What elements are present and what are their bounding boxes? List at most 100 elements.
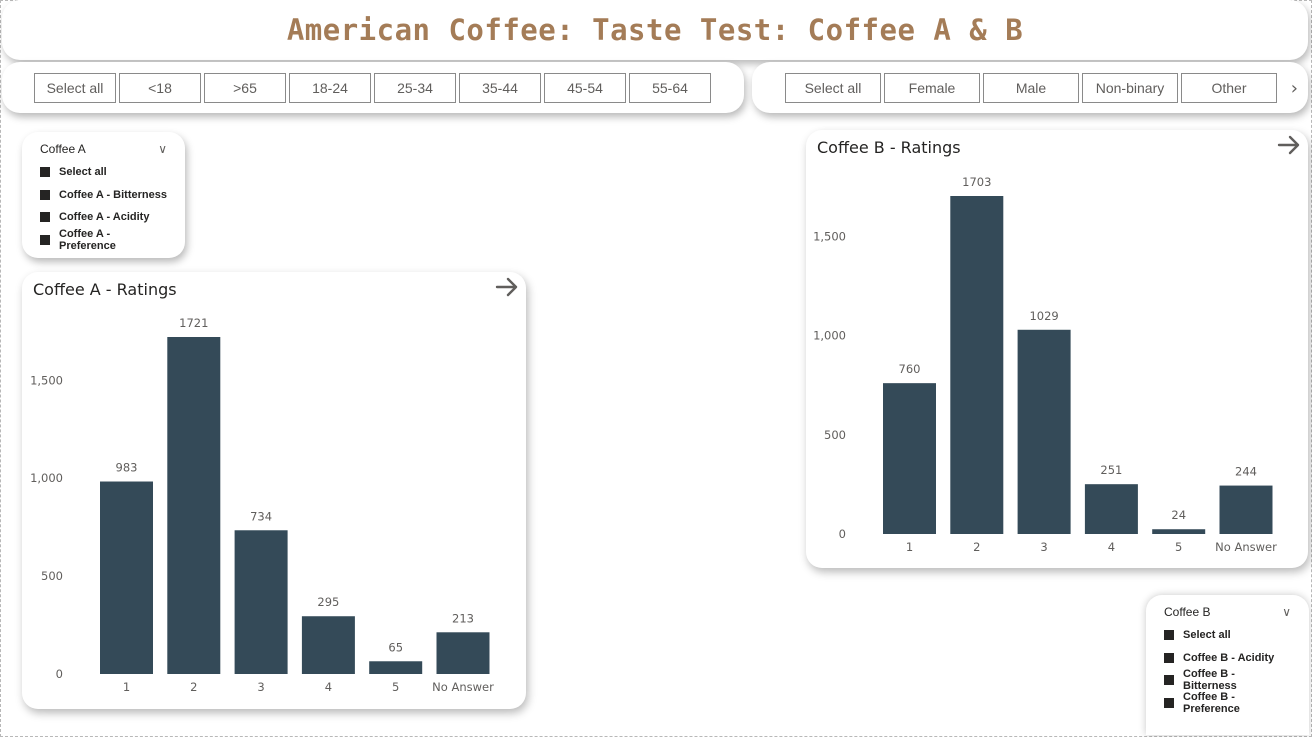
gender-option-female[interactable]: Female	[884, 73, 980, 103]
coffee-b-filter: Coffee B ∨ Select all Coffee B - Acidity…	[1146, 595, 1309, 735]
y-tick-label: 1,000	[30, 471, 63, 485]
coffee-b-bar-plot: 0 500 1,000 1,500 760 1 1703 2 1029 3 251 4 24 5 244 No…	[813, 175, 1277, 554]
checkbox-icon[interactable]	[40, 234, 50, 245]
gender-option-male[interactable]: Male	[983, 73, 1079, 103]
coffee-a-ratings-chart: Coffee A - Ratings 0 500 1,000 1,500 983 1 172…	[22, 272, 526, 709]
coffee-a-filter-item[interactable]: Coffee A - Acidity	[40, 206, 167, 229]
coffee-a-filter: Coffee A ∨ Select all Coffee A - Bittern…	[22, 132, 185, 258]
coffee-a-filter-item[interactable]: Coffee A - Bitterness	[40, 184, 167, 207]
age-option-55-64[interactable]: 55-64	[629, 73, 711, 103]
coffee-b-filter-header[interactable]: Coffee B ∨	[1164, 605, 1291, 619]
x-tick-label: 2	[190, 680, 197, 694]
coffee-a-filter-header[interactable]: Coffee A ∨	[40, 142, 167, 156]
data-label: 295	[317, 595, 339, 609]
filter-item-label: Coffee B - Acidity	[1183, 651, 1275, 664]
checkbox-icon[interactable]	[1164, 697, 1174, 708]
y-tick-label: 1,000	[813, 329, 846, 343]
gender-option-other[interactable]: Other	[1181, 73, 1277, 103]
chevron-right-icon[interactable]: ›	[1290, 78, 1298, 99]
title-card: American Coffee: Taste Test: Coffee A & …	[2, 0, 1308, 60]
age-option-45-54[interactable]: 45-54	[544, 73, 626, 103]
data-label: 24	[1171, 508, 1186, 522]
page-title: American Coffee: Taste Test: Coffee A & …	[286, 13, 1024, 47]
y-tick-label: 500	[41, 569, 63, 583]
age-option-over-65[interactable]: >65	[204, 73, 286, 103]
bar	[301, 616, 355, 674]
bar	[167, 337, 221, 674]
coffee-b-filter-item[interactable]: Coffee B - Preference	[1164, 690, 1291, 715]
gender-slicer: Select all Female Male Non-binary Other …	[752, 62, 1308, 113]
gender-option-select-all[interactable]: Select all	[785, 73, 881, 103]
coffee-a-filter-title: Coffee A	[40, 142, 86, 156]
x-tick-label: 5	[392, 680, 399, 694]
data-label: 760	[899, 362, 921, 376]
chart-title: Coffee B - Ratings	[817, 138, 961, 157]
age-option-35-44[interactable]: 35-44	[459, 73, 541, 103]
checkbox-icon[interactable]	[40, 189, 50, 200]
x-tick-label: No Answer	[1215, 540, 1277, 554]
coffee-b-filter-title: Coffee B	[1164, 605, 1211, 619]
bar	[1017, 329, 1071, 534]
y-tick-label: 1,500	[813, 229, 846, 243]
bar	[950, 196, 1004, 534]
checkbox-icon[interactable]	[40, 167, 50, 178]
x-tick-label: 2	[973, 540, 980, 554]
x-tick-label: 3	[257, 680, 264, 694]
coffee-b-ratings-chart: Coffee B - Ratings 0 500 1,000 1,500 760 1 170…	[806, 130, 1308, 568]
coffee-b-filter-item[interactable]: Select all	[1164, 624, 1291, 647]
y-tick-label: 0	[839, 527, 846, 541]
filter-item-label: Coffee A - Preference	[59, 227, 116, 252]
x-tick-label: 3	[1040, 540, 1047, 554]
coffee-b-filter-item[interactable]: Coffee B - Acidity	[1164, 647, 1291, 670]
data-label: 65	[388, 640, 403, 654]
filter-item-label: Coffee A - Bitterness	[59, 188, 167, 201]
bar	[369, 661, 423, 674]
gender-slicer-row: Select all Female Male Non-binary Other	[785, 73, 1277, 103]
age-option-18-24[interactable]: 18-24	[289, 73, 371, 103]
x-tick-label: 1	[123, 680, 130, 694]
filter-item-label: Coffee A - Acidity	[59, 211, 150, 224]
coffee-a-filter-item[interactable]: Select all	[40, 161, 167, 184]
age-option-select-all[interactable]: Select all	[34, 73, 116, 103]
bar	[234, 530, 288, 674]
data-label: 1721	[179, 316, 208, 330]
data-label: 1703	[962, 175, 991, 189]
bar	[436, 632, 490, 674]
y-tick-label: 1,500	[30, 373, 63, 387]
age-slicer-row: Select all <18 >65 18-24 25-34 35-44 45-…	[34, 73, 711, 103]
x-tick-label: 4	[325, 680, 332, 694]
chevron-down-icon[interactable]: ∨	[158, 142, 167, 156]
arrow-right-icon[interactable]	[1276, 132, 1302, 158]
age-slicer: Select all <18 >65 18-24 25-34 35-44 45-…	[2, 62, 744, 113]
chevron-down-icon[interactable]: ∨	[1282, 605, 1291, 619]
filter-item-label: Coffee B - Preference	[1183, 690, 1240, 715]
x-tick-label: No Answer	[432, 680, 494, 694]
bar	[1084, 484, 1138, 534]
filter-item-label: Coffee B - Bitterness	[1183, 668, 1237, 693]
bar	[1219, 485, 1273, 534]
coffee-b-filter-item[interactable]: Coffee B - Bitterness	[1164, 668, 1291, 693]
data-label: 213	[452, 611, 474, 625]
x-tick-label: 4	[1108, 540, 1115, 554]
x-tick-label: 1	[906, 540, 913, 554]
checkbox-icon[interactable]	[1164, 675, 1174, 686]
checkbox-icon[interactable]	[40, 212, 50, 223]
y-tick-label: 0	[56, 667, 63, 681]
bar	[1152, 529, 1206, 534]
arrow-right-icon[interactable]	[494, 274, 520, 300]
chart-title: Coffee A - Ratings	[33, 280, 177, 299]
bar	[883, 383, 936, 534]
coffee-a-filter-item[interactable]: Coffee A - Preference	[40, 227, 167, 252]
data-label: 244	[1235, 465, 1257, 479]
checkbox-icon[interactable]	[1164, 630, 1174, 641]
data-label: 1029	[1029, 309, 1058, 323]
y-tick-label: 500	[824, 428, 846, 442]
checkbox-icon[interactable]	[1164, 652, 1174, 663]
filter-item-label: Select all	[1183, 629, 1231, 642]
data-label: 251	[1100, 463, 1122, 477]
data-label: 734	[250, 509, 272, 523]
filter-item-label: Select all	[59, 166, 107, 179]
age-option-under-18[interactable]: <18	[119, 73, 201, 103]
age-option-25-34[interactable]: 25-34	[374, 73, 456, 103]
gender-option-non-binary[interactable]: Non-binary	[1082, 73, 1178, 103]
